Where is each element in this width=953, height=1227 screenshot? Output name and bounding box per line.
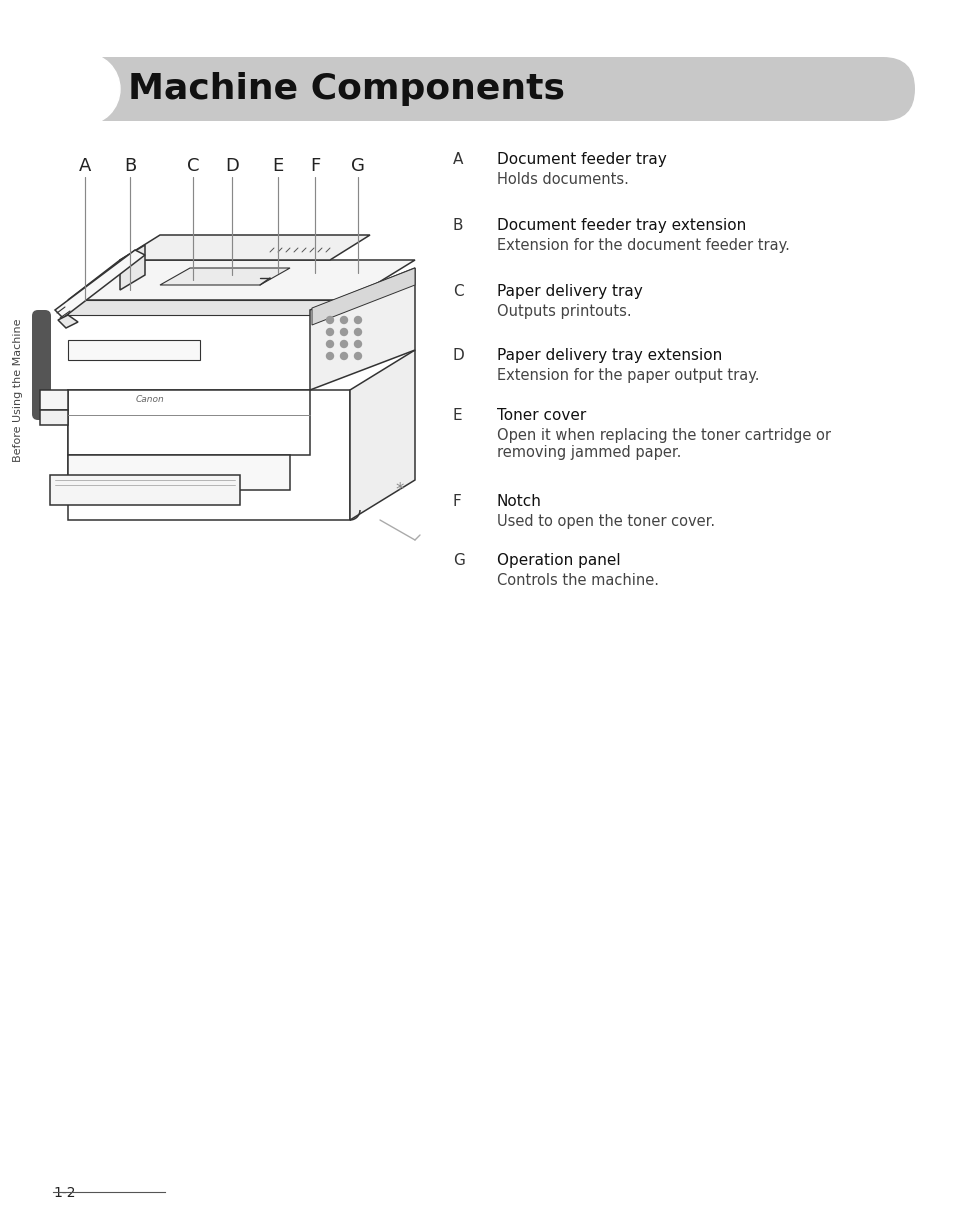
Text: G: G: [453, 553, 464, 568]
Circle shape: [355, 329, 361, 335]
Text: Operation panel: Operation panel: [497, 553, 620, 568]
Polygon shape: [68, 260, 415, 299]
Polygon shape: [120, 245, 145, 290]
Text: Toner cover: Toner cover: [497, 409, 586, 423]
Text: Before Using the Machine: Before Using the Machine: [13, 318, 23, 461]
Polygon shape: [55, 250, 145, 318]
Text: F: F: [310, 157, 320, 175]
Polygon shape: [68, 299, 350, 315]
Text: B: B: [453, 218, 463, 233]
Circle shape: [340, 317, 347, 324]
Text: E: E: [273, 157, 283, 175]
Polygon shape: [50, 475, 240, 506]
Polygon shape: [312, 267, 415, 325]
Text: 1-2: 1-2: [53, 1187, 75, 1200]
Polygon shape: [160, 267, 290, 285]
Text: Holds documents.: Holds documents.: [497, 172, 628, 187]
Text: A: A: [453, 152, 463, 167]
Circle shape: [340, 341, 347, 347]
Text: Extension for the paper output tray.: Extension for the paper output tray.: [497, 368, 759, 383]
FancyBboxPatch shape: [53, 56, 914, 121]
Text: C: C: [453, 283, 463, 299]
Circle shape: [355, 317, 361, 324]
Text: Notch: Notch: [497, 494, 541, 509]
Polygon shape: [120, 236, 370, 260]
Text: B: B: [124, 157, 136, 175]
Polygon shape: [68, 390, 310, 455]
Text: D: D: [453, 348, 464, 363]
Text: removing jammed paper.: removing jammed paper.: [497, 445, 680, 460]
Text: E: E: [453, 409, 462, 423]
Text: Extension for the document feeder tray.: Extension for the document feeder tray.: [497, 238, 789, 253]
Text: G: G: [351, 157, 365, 175]
Polygon shape: [40, 390, 68, 410]
Text: Document feeder tray extension: Document feeder tray extension: [497, 218, 745, 233]
Text: D: D: [225, 157, 238, 175]
Circle shape: [340, 352, 347, 360]
Text: Used to open the toner cover.: Used to open the toner cover.: [497, 514, 715, 529]
Circle shape: [340, 329, 347, 335]
Polygon shape: [58, 315, 78, 328]
Text: Paper delivery tray extension: Paper delivery tray extension: [497, 348, 721, 363]
Polygon shape: [40, 410, 68, 425]
Polygon shape: [68, 390, 350, 520]
Text: Controls the machine.: Controls the machine.: [497, 573, 659, 588]
Circle shape: [355, 352, 361, 360]
Circle shape: [355, 341, 361, 347]
Circle shape: [326, 341, 334, 347]
Text: *: *: [395, 481, 404, 499]
Text: Open it when replacing the toner cartridge or: Open it when replacing the toner cartrid…: [497, 428, 830, 443]
Polygon shape: [310, 267, 415, 390]
Text: F: F: [453, 494, 461, 509]
Text: C: C: [187, 157, 199, 175]
Text: A: A: [79, 157, 91, 175]
Polygon shape: [68, 455, 290, 490]
Circle shape: [326, 317, 334, 324]
Polygon shape: [350, 350, 415, 520]
Text: Machine Components: Machine Components: [128, 72, 564, 106]
Text: Outputs printouts.: Outputs printouts.: [497, 304, 631, 319]
Polygon shape: [68, 340, 200, 360]
FancyBboxPatch shape: [32, 310, 51, 420]
Circle shape: [48, 53, 120, 125]
Text: Document feeder tray: Document feeder tray: [497, 152, 666, 167]
Circle shape: [326, 329, 334, 335]
Circle shape: [326, 352, 334, 360]
Text: Canon: Canon: [135, 395, 164, 405]
Text: Paper delivery tray: Paper delivery tray: [497, 283, 642, 299]
